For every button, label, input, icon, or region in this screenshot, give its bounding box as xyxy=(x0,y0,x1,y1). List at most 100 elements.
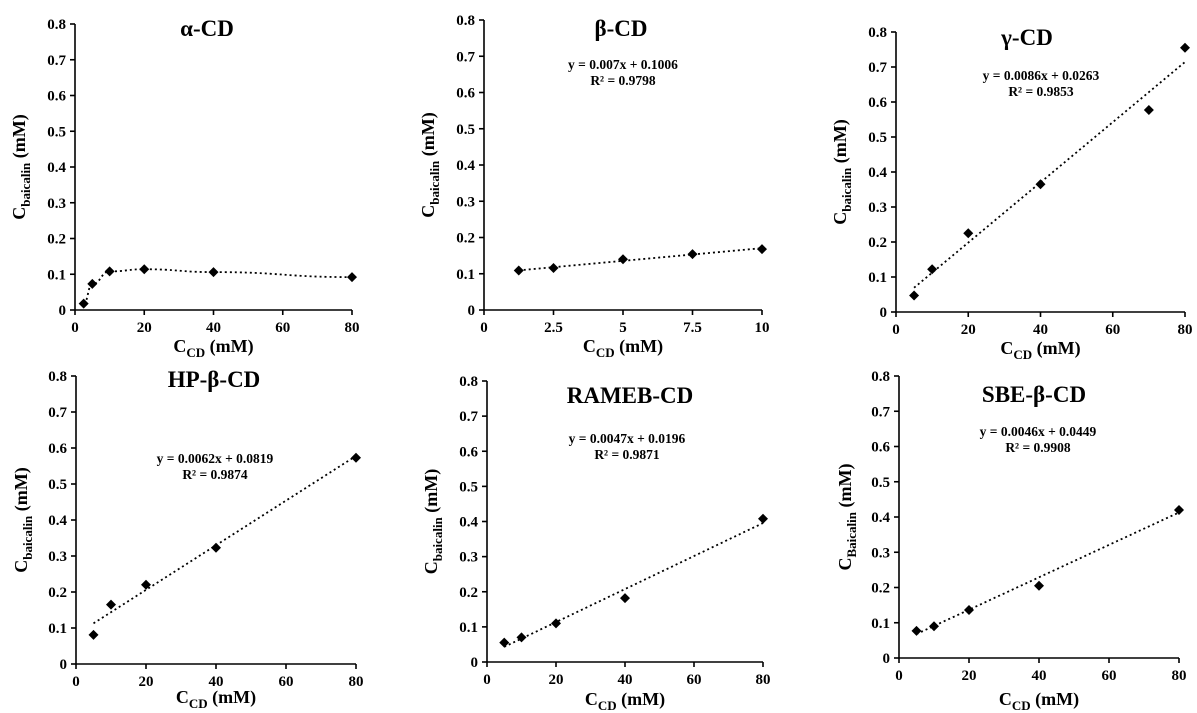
y-tick-label: 0.3 xyxy=(456,194,475,210)
y-tick-label: 0.2 xyxy=(459,585,478,601)
data-point xyxy=(78,298,89,309)
data-point xyxy=(757,244,767,255)
x-tick-label: 40 xyxy=(206,320,221,336)
x-axis-label: CCD (mM) xyxy=(173,336,253,360)
data-point xyxy=(927,264,938,275)
data-point xyxy=(929,621,939,632)
x-tick-label: 7.5 xyxy=(683,320,702,336)
r-squared-label: R² = 0.9853 xyxy=(1008,84,1074,99)
x-tick-label: 5 xyxy=(619,320,627,336)
y-tick-label: 0 xyxy=(471,655,479,671)
y-tick-label: 0.8 xyxy=(868,25,887,41)
y-tick-label: 0.1 xyxy=(47,267,66,283)
x-tick-label: 0 xyxy=(71,320,79,336)
y-tick-label: 0.5 xyxy=(871,475,890,491)
y-axis-label: Cbaicalin (mM) xyxy=(9,114,33,220)
chart-4: 0 0.1 0.2 0.3 0.4 0.5 0.6 0.7 0.8 0 20 40 60 80 RAMEB-… xyxy=(421,374,771,713)
x-tick-label: 0 xyxy=(72,674,80,690)
y-tick-label: 0.8 xyxy=(48,369,67,385)
y-tick-label: 0.4 xyxy=(48,513,67,529)
data-point xyxy=(1143,105,1154,116)
data-point xyxy=(513,265,524,276)
chart-title: SBE-β-CD xyxy=(982,382,1086,407)
y-tick-label: 0.2 xyxy=(871,581,890,597)
data-point xyxy=(87,278,98,289)
trendline xyxy=(518,247,763,272)
y-tick-label: 0.7 xyxy=(868,60,887,76)
data-point xyxy=(758,513,768,524)
data-point xyxy=(1180,42,1190,53)
y-axis-label: Cbaicalin (mM) xyxy=(418,112,442,218)
y-tick-label: 0.2 xyxy=(48,585,67,601)
y-tick-label: 0.3 xyxy=(48,549,67,565)
y-tick-label: 0.7 xyxy=(47,53,66,69)
y-axis-label: Cbaicalin (mM) xyxy=(11,467,35,573)
x-tick-label: 80 xyxy=(1178,322,1193,338)
data-point xyxy=(1035,179,1046,190)
data-point xyxy=(351,452,361,463)
x-tick-label: 20 xyxy=(137,320,152,336)
x-tick-label: 0 xyxy=(895,668,903,684)
x-tick-label: 0 xyxy=(892,322,900,338)
y-tick-label: 0.5 xyxy=(456,122,475,138)
x-tick-label: 80 xyxy=(345,320,360,336)
y-tick-label: 0.6 xyxy=(868,95,887,111)
y-tick-label: 0.4 xyxy=(47,160,66,176)
data-point xyxy=(88,629,99,640)
data-point xyxy=(909,290,920,301)
chart-title: RAMEB-CD xyxy=(567,383,694,408)
x-tick-label: 60 xyxy=(1105,322,1120,338)
y-tick-label: 0.3 xyxy=(47,196,66,212)
y-tick-label: 0.6 xyxy=(47,89,66,105)
data-point xyxy=(618,254,628,265)
trendline-equation: y = 0.0062x + 0.0819 xyxy=(157,451,274,466)
data-point xyxy=(139,264,150,275)
trendline xyxy=(503,522,764,648)
x-tick-label: 60 xyxy=(275,320,290,336)
y-axis-label: Cbaicalin (mM) xyxy=(421,469,445,575)
y-tick-label: 0.5 xyxy=(48,477,67,493)
data-point xyxy=(211,542,221,553)
x-axis-label: CCD (mM) xyxy=(176,687,256,711)
x-tick-label: 80 xyxy=(1172,668,1187,684)
y-tick-label: 0.8 xyxy=(459,374,478,390)
x-tick-label: 80 xyxy=(349,674,364,690)
y-tick-label: 0.7 xyxy=(456,49,475,65)
y-tick-label: 0.7 xyxy=(459,409,478,425)
y-tick-label: 0.4 xyxy=(456,158,475,174)
x-tick-label: 60 xyxy=(687,672,702,688)
trendline xyxy=(93,455,357,625)
x-tick-label: 60 xyxy=(1102,668,1117,684)
data-point xyxy=(1174,504,1184,515)
x-tick-label: 80 xyxy=(756,672,771,688)
x-tick-label: 0 xyxy=(480,320,488,336)
y-tick-label: 0.1 xyxy=(48,621,67,637)
data-point xyxy=(104,266,115,277)
trendline xyxy=(916,511,1180,635)
data-point xyxy=(106,599,116,610)
y-tick-label: 0.1 xyxy=(459,620,478,636)
x-axis-label: CCD (mM) xyxy=(1000,338,1080,362)
data-point xyxy=(1034,580,1044,591)
y-axis-label: CBaicalin (mM) xyxy=(835,464,859,571)
chart-1: 0 0.1 0.2 0.3 0.4 0.5 0.6 0.7 0.8 0 2.5 5 7.5 10 β-CD y… xyxy=(418,13,770,360)
y-tick-label: 0 xyxy=(880,305,888,321)
y-tick-label: 0.2 xyxy=(456,231,475,247)
y-tick-label: 0.6 xyxy=(459,444,478,460)
data-point xyxy=(687,249,698,260)
x-tick-label: 40 xyxy=(1033,322,1048,338)
y-tick-label: 0.4 xyxy=(868,165,887,181)
data-point xyxy=(499,637,510,648)
y-tick-label: 0.2 xyxy=(47,232,66,248)
y-tick-label: 0.7 xyxy=(871,404,890,420)
data-point xyxy=(347,272,357,283)
y-tick-label: 0.3 xyxy=(868,200,887,216)
chart-2: 0 0.1 0.2 0.3 0.4 0.5 0.6 0.7 0.8 0 20 40 60 80 γ-CD y … xyxy=(830,25,1193,362)
x-tick-label: 0 xyxy=(483,672,491,688)
chart-title: α-CD xyxy=(180,16,234,41)
connector-line xyxy=(83,268,353,305)
y-tick-label: 0.5 xyxy=(47,124,66,140)
y-tick-label: 0.3 xyxy=(459,550,478,566)
y-tick-label: 0.2 xyxy=(868,235,887,251)
y-tick-label: 0 xyxy=(60,657,68,673)
